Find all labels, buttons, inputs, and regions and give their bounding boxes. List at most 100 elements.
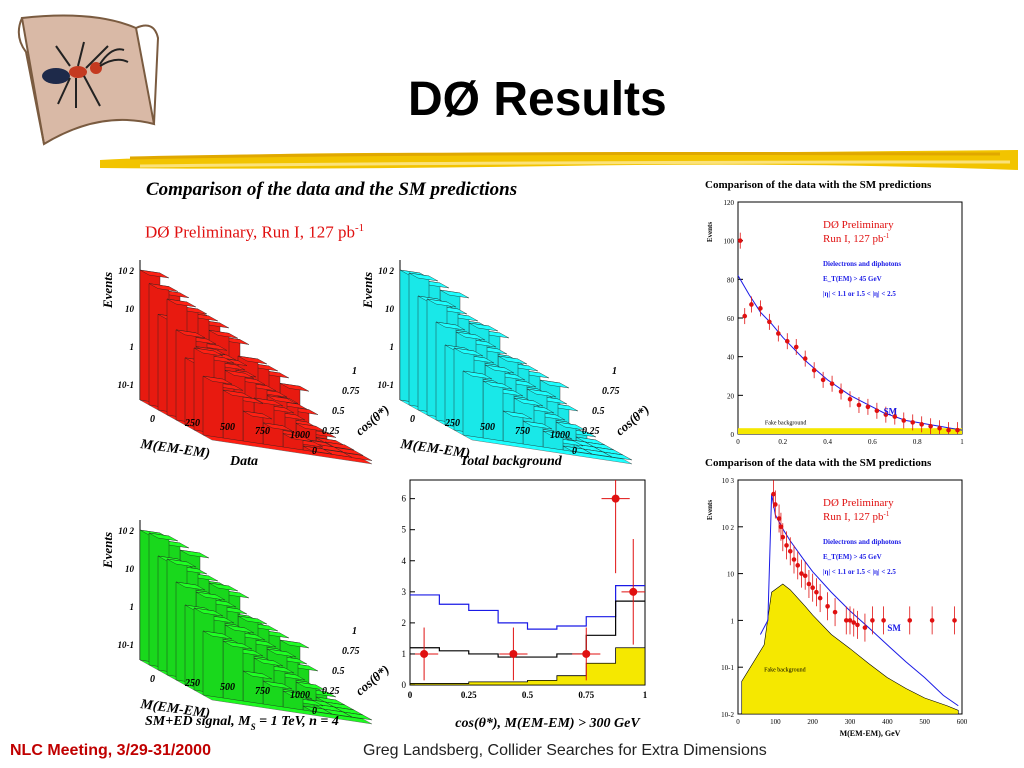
slide-title: DØ Results: [408, 73, 667, 126]
lego-z-tick: 10 2: [378, 266, 394, 276]
lego-bar-top: [253, 397, 284, 407]
lego-bar-top: [453, 347, 484, 357]
rchart-data-point: [806, 581, 812, 587]
footer-meeting: NLC Meeting, 3/29-31/2000: [10, 742, 211, 759]
lego-bar-top: [166, 298, 197, 308]
rchart-y-tick: 100: [724, 238, 735, 246]
cos-theta-histogram: 0 1 2 3 4 5 6 0 0.25 0.5 0.75 1 cos(θ*), M(EM-EM) > …: [395, 475, 655, 731]
rchart-sm-label: SM: [884, 407, 898, 417]
lego-bar-top: [282, 433, 313, 442]
lego-x-tick: 0: [150, 414, 155, 425]
rchart-data-point: [776, 516, 782, 521]
rchart-data-point: [778, 524, 784, 530]
lego-bar-top: [193, 347, 224, 357]
rchart-data-point: [820, 377, 826, 383]
lego-x-tick: 750: [515, 426, 530, 437]
lego-bar-front: [222, 389, 244, 442]
lego-x-tick: 1000: [550, 430, 570, 441]
rchart-data-point: [847, 396, 853, 402]
lego-caption: SM+ED signal, MS = 1 TeV, n = 4: [145, 714, 339, 730]
lego-bar-top: [562, 445, 593, 455]
lego-caption: Total background: [460, 454, 563, 469]
rchart-data-point: [814, 589, 819, 595]
lego-bar-top: [237, 615, 268, 625]
lego-y-tick: 1: [352, 366, 357, 377]
lego-bar-top: [242, 670, 273, 680]
lego-chart-background: Events 10-1 1 10 10 2 0 250 500 750 1000 M(EM-EM) 0…: [360, 250, 660, 470]
lego-z-label: Events: [100, 272, 115, 309]
rchart-data-point: [946, 427, 951, 433]
lego-z-label: Events: [100, 532, 115, 569]
rchart-data-point: [855, 622, 860, 628]
rchart-data-point: [784, 543, 789, 548]
hist-x-label: cos(θ*), M(EM-EM) > 300 GeV: [455, 716, 641, 730]
lego-x-tick: 1000: [290, 690, 310, 701]
lego-x-tick: 500: [220, 682, 235, 693]
lego-bar-top: [279, 383, 310, 392]
rchart-data-point: [758, 306, 763, 311]
lego-bar-top: [435, 321, 466, 331]
rchart-data-point: [952, 618, 957, 623]
hist-y-tick: 2: [402, 618, 407, 628]
lego-bar-top: [148, 283, 179, 292]
hist-data-point: [582, 649, 591, 658]
hist-x-tick: 0.25: [461, 690, 477, 700]
lego-z-tick: 10-1: [118, 380, 135, 390]
right-top-chart: Comparison of the data with the SM predi…: [700, 176, 990, 456]
lego-x-tick: 250: [184, 678, 200, 689]
rchart-data-point: [749, 302, 754, 307]
hist-y-tick: 5: [402, 525, 407, 535]
rchart-preliminary: DØ Preliminary: [823, 497, 894, 509]
rchart-data-point: [928, 423, 933, 429]
rchart-x-label: M(EM-EM), GeV: [840, 729, 901, 738]
lego-bar-top: [175, 581, 206, 591]
hist-y-tick: 0: [402, 680, 407, 690]
lego-bar-top: [295, 681, 326, 691]
rchart-y-tick: 40: [727, 354, 735, 362]
lego-bar-top: [242, 410, 273, 420]
lego-bar-top: [555, 421, 586, 431]
lego-y-tick: 0.5: [332, 666, 345, 677]
lego-bar-top: [237, 355, 268, 365]
lego-y-tick: 0.25: [322, 686, 340, 697]
lego-bar-top: [295, 423, 326, 432]
lego-y-tick: 0.75: [342, 386, 360, 397]
rchart-data-point: [795, 563, 801, 568]
rchart-data-point: [817, 595, 823, 601]
lego-bar-top: [253, 657, 284, 667]
lego-bar-top: [513, 397, 544, 407]
hist-data-point: [509, 649, 518, 658]
rchart-run-sup: -1: [884, 510, 890, 518]
rchart-data-point: [856, 402, 862, 408]
lego-y-tick: 0.75: [342, 646, 360, 657]
lego-y-tick: 0.75: [602, 386, 620, 397]
rchart-data-point: [767, 319, 772, 325]
hist-data-point: [629, 587, 638, 596]
lego-bar-top: [522, 420, 553, 430]
lego-bar-top: [262, 422, 293, 432]
rchart-x-tick: 100: [770, 718, 781, 726]
rchart-y-tick: 10: [727, 571, 735, 579]
lego-x-tick: 0: [410, 414, 415, 425]
lego-chart-signal: Events 10-1 1 10 10 2 0 250 500 750 1000 M(EM-EM) 0…: [100, 510, 392, 732]
lego-bar-top: [526, 388, 557, 398]
rchart-y-tick: 10 3: [722, 477, 735, 485]
lego-bar-top: [262, 680, 293, 690]
rchart-data-point: [787, 548, 793, 554]
left-block-heading: Comparison of the data and the SM predic…: [146, 179, 518, 200]
rchart-data-point: [907, 618, 913, 623]
lego-bar-top: [222, 389, 253, 399]
rchart-run-sup: -1: [884, 232, 890, 240]
rchart-x-tick: 0: [736, 438, 740, 446]
hist-x-tick: 1: [643, 690, 648, 700]
lego-bar-top: [462, 370, 493, 380]
rchart-data-point: [811, 367, 817, 373]
rchart-data-point: [929, 618, 935, 623]
rchart-info-line: E_T(EM) > 45 GeV: [823, 275, 882, 283]
rchart-data-point: [838, 389, 844, 394]
lego-bar-top: [502, 410, 533, 420]
logo: [4, 6, 164, 146]
lego-y-tick: 0: [572, 446, 577, 457]
rchart-data-point: [919, 422, 924, 427]
rchart-title: Comparison of the data with the SM predi…: [705, 179, 932, 191]
